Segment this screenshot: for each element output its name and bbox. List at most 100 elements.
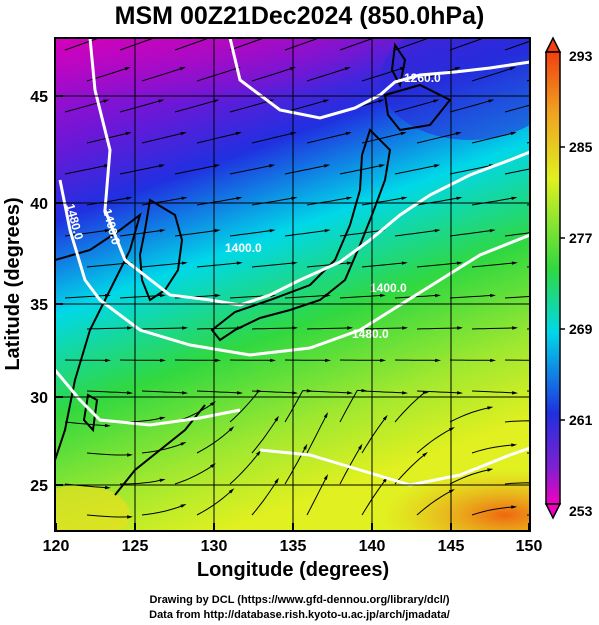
streamline: [504, 232, 530, 237]
streamline-arrowhead: [402, 391, 408, 395]
streamline: [174, 230, 217, 237]
streamline: [394, 165, 437, 175]
streamline: [471, 197, 514, 206]
x-tick-label: 130: [201, 538, 228, 555]
streamline-arrowhead: [346, 261, 353, 265]
streamline-arrowhead: [380, 358, 386, 363]
streamline-arrowhead: [182, 391, 188, 395]
streamline: [229, 100, 271, 113]
streamline-arrowhead: [565, 67, 571, 70]
streamline-arrowhead: [182, 326, 188, 330]
streamline-arrowhead: [127, 453, 133, 457]
coastline-china: [55, 212, 142, 461]
y-tick-label: 30: [30, 390, 48, 407]
streamline: [251, 197, 294, 206]
streamline-arrowhead: [401, 261, 408, 265]
contour-label-6: 1480.0: [352, 327, 389, 341]
streamline-arrowhead: [511, 505, 518, 509]
colorbar-label-min: 253: [569, 503, 593, 519]
streamline-arrowhead: [127, 391, 133, 395]
coastlines: [55, 42, 452, 496]
streamline-arrowhead: [509, 67, 516, 71]
streamline-arrowhead: [448, 489, 455, 494]
streamline: [229, 165, 272, 175]
streamline: [64, 421, 107, 427]
streamline: [251, 132, 293, 144]
streamline-arrowhead: [566, 197, 572, 200]
streamline-arrowhead: [270, 358, 276, 363]
streamline-arrowhead: [542, 35, 548, 39]
streamline: [504, 40, 530, 51]
streamline: [339, 294, 382, 299]
streamline: [86, 514, 129, 518]
streamline-arrowhead: [567, 391, 573, 394]
streamline: [361, 479, 386, 516]
streamline-arrowhead: [214, 229, 221, 233]
streamline: [361, 67, 403, 82]
streamline-arrowhead: [345, 131, 352, 136]
streamline: [141, 443, 183, 454]
streamline-arrowhead: [127, 326, 133, 330]
streamline: [471, 327, 515, 330]
colorbar: 293 285 277 269 261 253: [544, 36, 593, 520]
streamline: [471, 262, 514, 268]
y-axis-label: Latitude (degrees): [2, 197, 24, 370]
streamline-arrowhead: [324, 164, 331, 168]
streamline-arrowhead: [323, 474, 328, 480]
streamline: [141, 132, 183, 144]
streamline-arrowhead: [235, 131, 242, 136]
streamline: [471, 444, 514, 454]
warm-air-southwest: [55, 485, 130, 531]
streamline-arrowhead: [256, 450, 261, 456]
colorbar-label: 285: [569, 139, 593, 155]
contour-1260: [228, 38, 530, 120]
streamline: [361, 132, 403, 144]
streamline-arrowhead: [160, 293, 166, 298]
x-tick-label: 140: [359, 538, 386, 555]
streamline-arrowhead: [325, 358, 331, 363]
streamline: [141, 505, 183, 516]
streamline: [196, 132, 238, 144]
streamline: [141, 262, 184, 268]
streamline: [361, 262, 404, 268]
streamline-arrowhead: [323, 412, 328, 418]
streamline-arrowhead: [269, 164, 276, 168]
streamline: [196, 428, 232, 454]
y-axis: 25 30 35 40 45 Latitude (degrees): [2, 89, 63, 495]
streamline: [394, 100, 436, 113]
coastline-hokkaido: [383, 83, 452, 132]
streamline-arrowhead: [213, 99, 220, 103]
coastline-japan-main: [210, 128, 392, 342]
streamline: [86, 262, 129, 268]
streamline-arrowhead: [290, 131, 297, 136]
streamline-arrowhead: [512, 391, 518, 395]
streamline-arrowhead: [323, 99, 330, 103]
streamline-arrowhead: [402, 326, 408, 330]
streamline: [251, 67, 293, 82]
streamline: [174, 465, 213, 485]
streamline: [196, 197, 239, 206]
streamline: [339, 389, 364, 423]
streamline-arrowhead: [269, 229, 276, 233]
coastline-sakhalin: [390, 42, 407, 88]
streamline-arrowhead: [159, 416, 166, 421]
streamline: [471, 506, 514, 516]
streamline: [120, 479, 162, 485]
graticule: [55, 38, 530, 531]
streamline: [471, 132, 513, 144]
streamline: [449, 230, 492, 237]
streamline: [174, 165, 217, 175]
streamline: [416, 428, 452, 454]
streamline-arrowhead: [455, 131, 462, 136]
streamline-arrowhead: [380, 293, 386, 298]
streamline: [229, 230, 272, 237]
streamline: [284, 390, 309, 423]
streamline-arrowhead: [159, 478, 166, 483]
streamline: [86, 327, 130, 330]
credit-drawing: Drawing by DCL (https://www.gfd-dennou.o…: [149, 594, 450, 606]
streamline: [306, 390, 350, 394]
streamline: [361, 390, 405, 394]
streamline: [394, 454, 426, 485]
cold-pool-east: [380, 38, 530, 140]
streamline-arrowhead: [179, 67, 186, 71]
